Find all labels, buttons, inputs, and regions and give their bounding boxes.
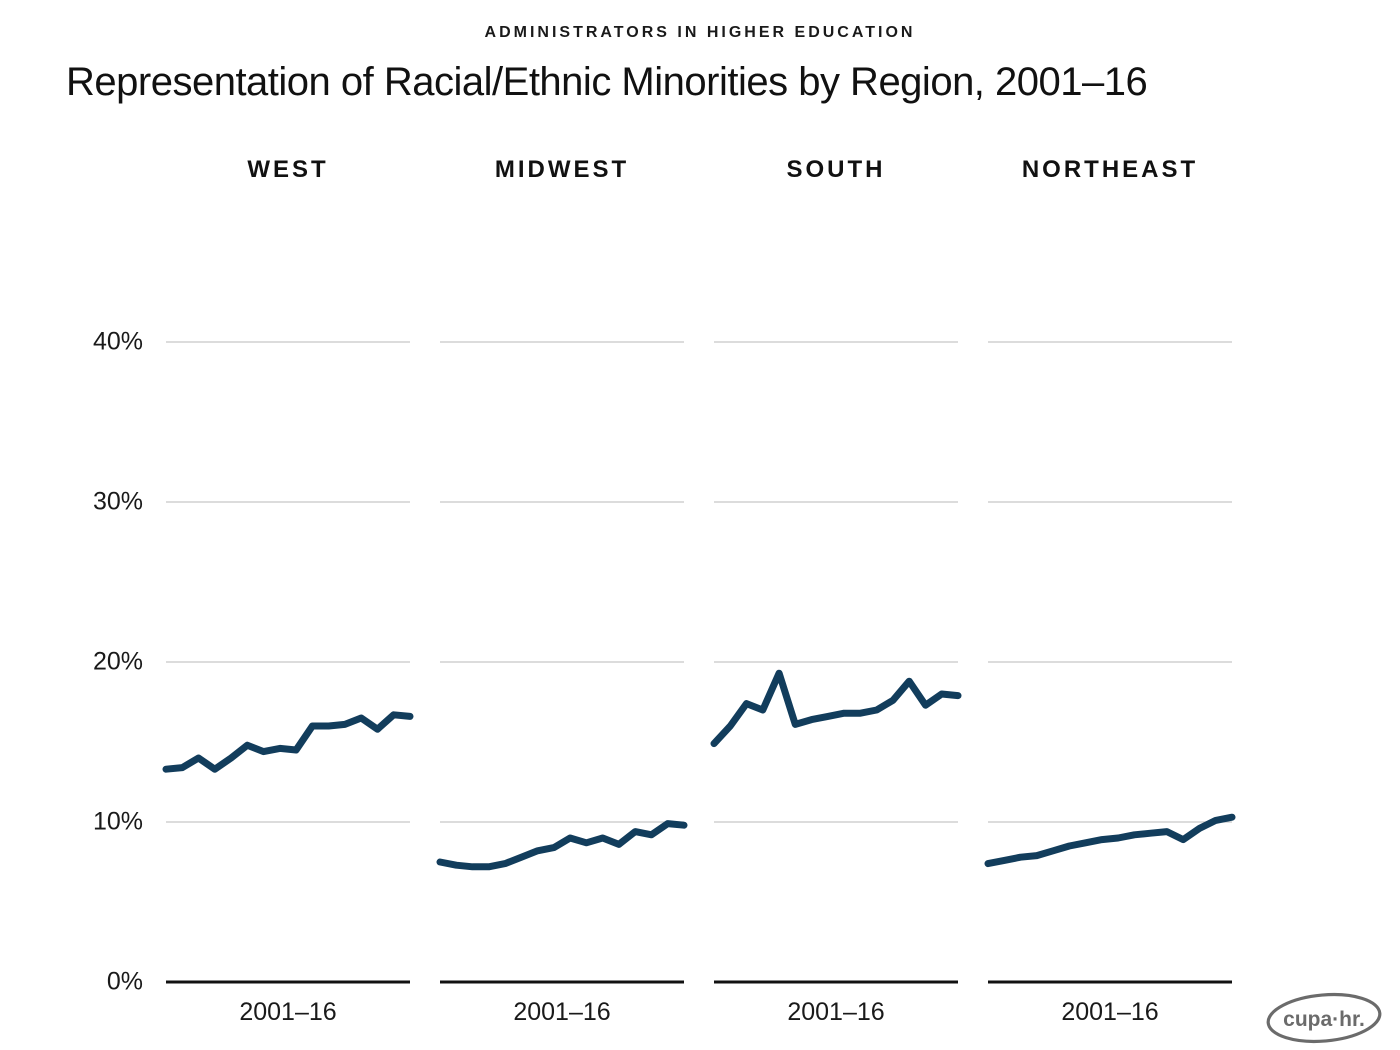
panel-title-west: WEST <box>247 156 329 183</box>
logo-ellipse-swoosh <box>1266 992 1382 1044</box>
y-axis-tick-40: 40% <box>92 327 143 356</box>
panel-title-midwest: MIDWEST <box>494 156 630 183</box>
logo-text: cupa·hr. <box>1283 1008 1365 1031</box>
eyebrow-title: ADMINISTRATORS IN HIGHER EDUCATION <box>484 24 916 41</box>
x-axis-label-west: 2001–16 <box>239 998 337 1026</box>
y-axis-tick-0: 0% <box>106 967 143 996</box>
x-axis-label-northeast: 2001–16 <box>1061 998 1159 1026</box>
x-axis-label-midwest: 2001–16 <box>513 998 611 1026</box>
x-axis-label-south: 2001–16 <box>787 998 885 1026</box>
page-title: Representation of Racial/Ethnic Minoriti… <box>66 60 1148 104</box>
cupa-hr-logo: cupa·hr. <box>1266 992 1382 1044</box>
y-axis-tick-30: 30% <box>92 487 143 516</box>
y-axis-tick-10: 10% <box>92 807 143 836</box>
panel-title-south: SOUTH <box>786 156 886 183</box>
y-axis-tick-20: 20% <box>92 647 143 676</box>
panel-title-northeast: NORTHEAST <box>1021 156 1199 183</box>
